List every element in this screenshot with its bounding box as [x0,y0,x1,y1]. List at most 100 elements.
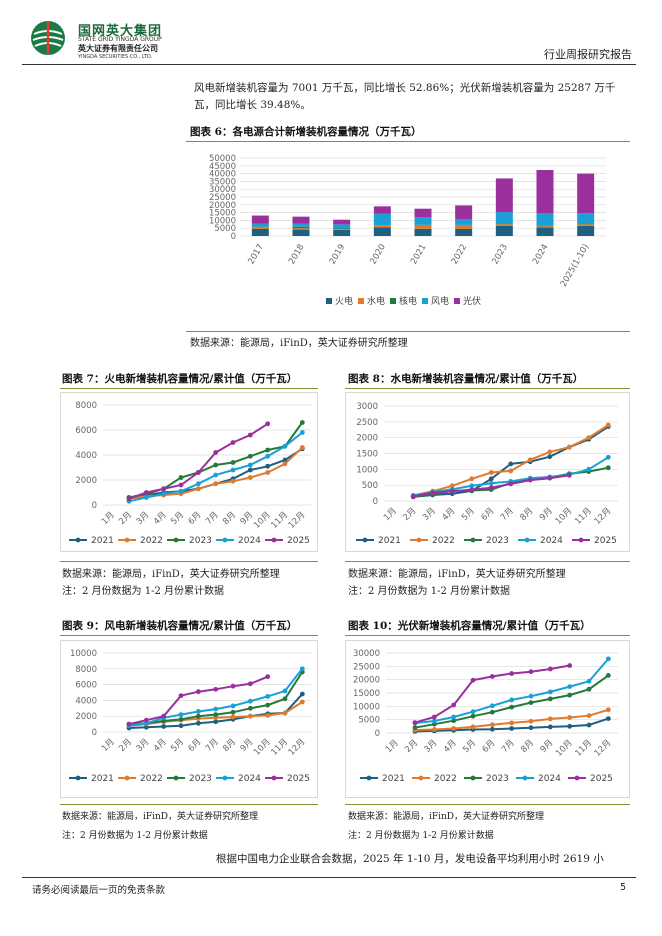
y-tick-label: 10000 [353,702,380,712]
bar-solar [251,215,269,224]
legend-label: 光伏 [463,295,481,307]
data-point-2022 [299,699,305,705]
bar-thermal [292,229,310,236]
x-tick-label: 8月 [221,737,238,754]
figure6-bottom-rule [186,331,630,332]
data-point-2025 [547,666,553,672]
x-tick-label: 2023 [490,243,509,267]
x-tick-label: 9月 [538,506,555,523]
legend-marker [470,775,476,781]
figure7-top-rule [60,388,318,389]
bar-thermal [333,229,351,236]
legend-label: 2023 [189,774,212,784]
legend-label: 2024 [238,774,261,784]
figure9-source: 数据来源：能源局，iFinD，英大证券研究所整理 [62,812,259,822]
bar-nuclear [333,228,351,230]
data-point-2022 [586,435,592,441]
data-point-2021 [247,467,253,473]
legend-label: 2024 [540,536,563,546]
data-point-2025 [431,714,437,720]
data-point-2025 [509,671,515,676]
legend-marker [522,775,528,781]
data-point-2025 [265,421,271,427]
data-point-2022 [527,457,533,463]
legend-label: 2021 [91,774,114,784]
data-point-2024 [299,430,305,435]
bar-solar [577,173,595,214]
x-tick-label: 2020 [368,243,387,267]
legend-marker [173,537,179,543]
data-point-2023 [247,453,253,459]
bar-hydro [536,226,554,228]
figure6-source: 数据来源：能源局，iFinD，英大证券研究所整理 [190,338,408,349]
data-point-2024 [470,709,476,715]
x-tick-label: 9月 [539,738,556,755]
y-tick-label: 15000 [353,689,380,699]
series-line-2024 [414,658,610,725]
data-point-2025 [195,470,201,475]
bar-hydro [373,225,391,228]
y-tick-label: 6000 [75,681,97,691]
header-divider [22,64,636,65]
data-point-2024 [265,453,271,459]
data-point-2023 [299,420,305,425]
data-point-2024 [195,709,201,714]
y-tick-label: 500 [362,481,378,491]
figure9-bottom-rule [60,804,318,805]
figure8-bottom-rule [345,561,630,562]
y-tick-label: 4000 [75,451,97,461]
y-tick-label: 10000 [70,649,97,659]
data-point-2022 [282,461,288,467]
figure10-top-rule [345,635,630,636]
data-point-2022 [195,486,201,492]
data-point-2025 [449,488,455,494]
y-tick-label: 0 [231,232,236,242]
y-tick-label: 30000 [353,649,380,659]
report-type: 行业周报研究报告 [544,48,632,61]
data-point-2025 [528,669,534,675]
bar-thermal [251,228,269,236]
bar-thermal [577,225,595,236]
data-point-2022 [567,715,573,720]
x-tick-label: 2018 [287,243,306,267]
closing-paragraph: 根据中国电力企业联合会数据，2025 年 1-10 月，发电设备平均利用小时 2… [216,853,604,865]
data-point-2021 [567,723,573,729]
x-tick-label: 6月 [187,737,204,754]
y-tick-label: 20000 [209,201,236,211]
bar-wind [251,223,269,227]
x-tick-label: 8月 [221,510,238,527]
data-point-2022 [431,727,437,732]
data-point-2022 [508,468,514,474]
x-tick-label: 6月 [481,738,498,755]
bar-solar [455,205,473,219]
data-point-2022 [488,470,494,475]
legend-marker [124,537,130,543]
y-tick-label: 0 [92,501,97,511]
y-tick-label: 25000 [353,662,380,672]
figure6-top-rule [186,141,630,142]
legend-marker [418,775,424,781]
bar-hydro [455,225,473,229]
data-point-2025 [247,432,253,438]
bar-solar [333,219,351,225]
data-point-2025 [178,482,184,488]
x-tick-label: 2017 [246,243,265,267]
data-point-2025 [230,440,236,445]
y-tick-label: 40000 [209,170,236,180]
y-tick-label: 0 [373,497,378,507]
bar-solar [414,208,432,218]
data-point-2022 [586,713,592,719]
figure6-chart: 0500010000150002000025000300003500040000… [209,154,606,307]
data-point-2022 [605,707,611,713]
data-point-2024 [161,491,167,497]
data-point-2024 [230,703,236,709]
data-point-2022 [247,475,253,480]
y-tick-label: 30000 [209,185,236,195]
data-point-2023 [412,725,418,731]
data-point-2025 [489,674,495,679]
bar-hydro [251,226,269,229]
y-tick-label: 0 [375,729,380,739]
legend-label: 2022 [434,774,457,784]
data-point-2024 [509,697,515,703]
